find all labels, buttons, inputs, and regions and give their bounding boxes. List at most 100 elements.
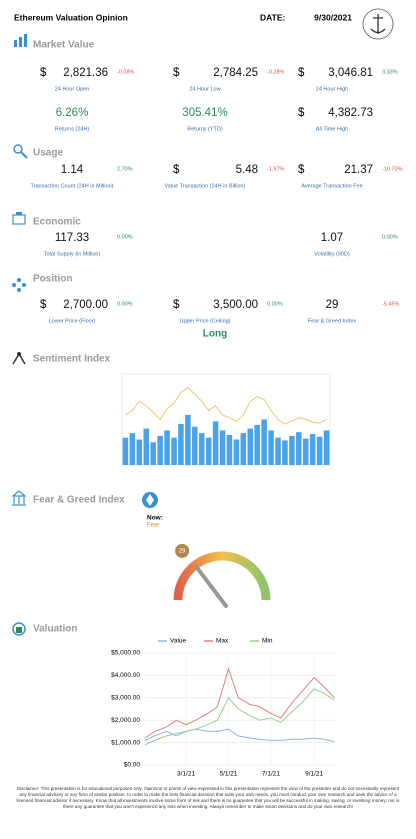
gauge-arc [173,551,271,601]
metric-value: 4,382.73 [328,107,373,119]
metric-label: Transaction Count (24H in Million) [31,183,114,189]
bar [185,414,191,465]
recommendation: Long [203,329,227,340]
bar [164,430,170,465]
date-label: DATE: [260,12,286,22]
bar [226,434,233,465]
metric-value: 1.07 [321,232,343,244]
metric-value: 3,500.00 [213,299,258,311]
y-tick-label: $4,000.00 [111,672,140,679]
series-line [144,667,335,739]
now-label: Now: [147,515,163,522]
section-title: Sentiment Index [33,354,111,365]
metric-label: Total Supply (in Million) [44,251,101,257]
metric-label: Fear & Greed Index [308,318,357,324]
metric-change: 2.70% [117,166,133,172]
currency: $ [173,67,180,79]
metric-label: Upper Price (Ceiling) [179,318,230,324]
x-tick-label: 5/1/21 [219,771,237,778]
icon-market [14,34,27,47]
metric-change: 0.00% [117,234,133,240]
bar [219,430,226,465]
section-title: Valuation [33,624,77,635]
y-tick-label: $1,000.00 [111,739,140,746]
gauge-badge [175,543,190,558]
bar [254,424,260,465]
metric-change: 0.00% [117,301,133,307]
bar [289,435,295,465]
metric-value: 2,700.00 [63,299,108,311]
bar [323,430,330,465]
icon-valuation [12,622,26,636]
icon-economic [12,212,26,225]
metric-value: 305.41% [182,107,227,119]
metric-value: 6.26% [56,107,89,119]
bar [282,440,288,465]
metric-label: All Time High [316,126,348,132]
metric-change: 3.33% [382,69,398,75]
bar [247,428,254,465]
bar [171,437,177,465]
metric-change: -0.28% [267,69,285,75]
section-title: Market Value [33,40,95,51]
currency: $ [298,164,305,176]
icon-eth [142,492,158,508]
bar [302,438,309,465]
metric-label: 24 Hour Open [55,86,90,92]
metric-label: 24 Hour High [316,86,348,92]
currency: $ [40,67,47,79]
metric-change: -1.97% [267,166,285,172]
bar [192,426,198,465]
x-tick-label: 3/1/21 [177,771,195,778]
metric-value: 1.14 [61,164,84,176]
now-state: Fear [147,523,159,529]
bar [178,424,184,465]
bar [150,442,156,465]
metric-value: 29 [326,299,339,311]
metric-label: 24 Hour Low [189,86,220,92]
x-tick-label: 9/1/21 [305,771,323,778]
metric-label: Returns (YTD) [187,126,223,132]
bar [233,439,240,465]
section-title: Position [33,274,72,285]
metric-value: 2,784.25 [213,67,258,79]
currency: $ [173,164,180,176]
metric-value: 117.33 [55,232,89,244]
logo [362,8,394,40]
y-tick-label: $2,000.00 [111,717,140,724]
currency: $ [298,67,305,79]
section-title: Usage [33,148,63,159]
date: 9/30/2021 [314,12,352,22]
bar [316,436,323,465]
metric-value: 2,821.36 [63,67,108,79]
bar [296,432,302,465]
bar [122,437,129,465]
icon-fear-greed [11,490,27,506]
legend-label: Max [216,638,229,645]
legend-label: Min [262,638,273,645]
currency: $ [298,107,305,119]
metric-change: -5.45% [382,301,400,307]
metric-label: Average Transaction Fee [301,183,362,189]
bar [129,433,136,465]
metric-change: 0.00% [382,234,398,240]
bar [309,434,316,465]
series-line [144,728,335,742]
metric-value: 5.48 [236,164,258,176]
metric-value: 3,046.81 [328,67,373,79]
plot-area [121,373,331,466]
legend-label: Value [170,638,187,645]
metric-label: Volatility (30D) [314,251,350,257]
bar [198,433,205,465]
metric-change: -0.08% [117,69,135,75]
y-tick-label: $5,000.00 [111,650,140,657]
metric-label: Returns (24H) [55,126,90,132]
bar [240,433,247,465]
bar [143,428,150,465]
disclaimer: Disclaimer: This presentation is for edu… [16,786,400,809]
icon-position [12,278,26,292]
bar [136,439,143,465]
section-title: Economic [33,217,81,228]
metric-label: Lower Price (Floor) [49,318,96,324]
metric-change: 0.00% [267,301,283,307]
